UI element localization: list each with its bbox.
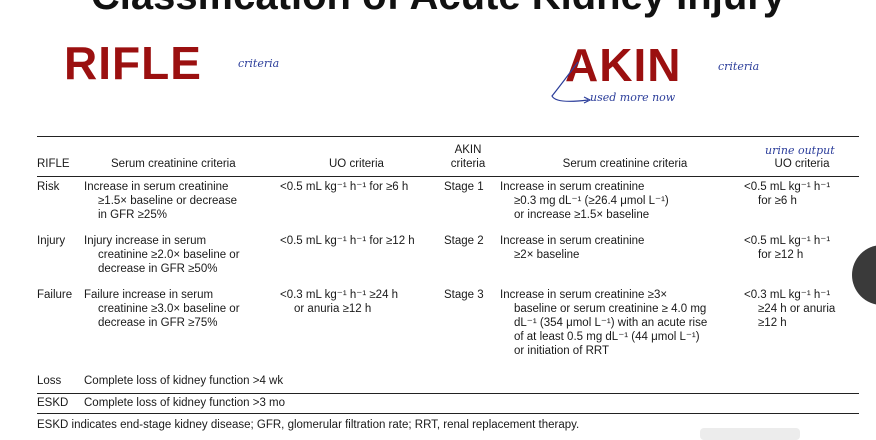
table-footnote: ESKD indicates end-stage kidney disease;… bbox=[37, 419, 580, 431]
rifle-handwritten-note: criteria bbox=[238, 57, 280, 70]
stage3-serum-line-2: baseline or serum creatinine ≥ 4.0 mg bbox=[514, 303, 707, 315]
row-risk-akin: Stage 1 bbox=[444, 181, 484, 193]
akin-handwritten-note: criteria bbox=[718, 60, 760, 73]
failure-serum-line-3: decrease in GFR ≥75% bbox=[98, 317, 218, 329]
header-serum-akin: Serum creatinine criteria bbox=[562, 158, 688, 170]
row-injury-serum: Injury increase in serum creatinine ≥2.0… bbox=[84, 234, 294, 276]
header-uo-akin: UO criteria bbox=[774, 158, 830, 170]
urine-output-handwritten-note: urine output bbox=[765, 144, 835, 157]
slide-title: Classification of Acute Kidney Injury bbox=[0, 0, 876, 19]
akin-heading: AKIN bbox=[565, 39, 682, 91]
header-akin-1: AKIN bbox=[454, 144, 482, 156]
stage2-serum-line-2: ≥2× baseline bbox=[514, 249, 580, 261]
stage2-uo-line-1: <0.5 mL kg⁻¹ h⁻¹ bbox=[744, 235, 831, 247]
stage3-serum-line-4: of at least 0.5 mg dL⁻¹ (44 μmol L⁻¹) bbox=[514, 331, 700, 343]
failure-serum-line-2: creatinine ≥3.0× baseline or bbox=[98, 303, 240, 315]
table-header-rule bbox=[37, 176, 859, 177]
akin-used-handwritten-note: used more now bbox=[590, 91, 676, 104]
injury-serum-line-2: creatinine ≥2.0× baseline or bbox=[98, 249, 240, 261]
row-failure-akin-uo: <0.3 mL kg⁻¹ h⁻¹ ≥24 h or anuria ≥12 h bbox=[744, 288, 859, 330]
row-injury-label: Injury bbox=[37, 235, 66, 247]
row-risk-akin-serum: Increase in serum creatinine ≥0.3 mg dL⁻… bbox=[500, 180, 740, 222]
row-risk-akin-uo: <0.5 mL kg⁻¹ h⁻¹ for ≥6 h bbox=[744, 180, 859, 208]
row-loss-label: Loss bbox=[37, 375, 62, 387]
row-failure-akin: Stage 3 bbox=[444, 289, 484, 301]
row-injury-akin-uo: <0.5 mL kg⁻¹ h⁻¹ for ≥12 h bbox=[744, 234, 859, 262]
injury-serum-line-3: decrease in GFR ≥50% bbox=[98, 263, 218, 275]
row-loss-serum: Complete loss of kidney function >4 wk bbox=[84, 375, 284, 387]
stage1-serum-line-2: ≥0.3 mg dL⁻¹ (≥26.4 μmol L⁻¹) bbox=[514, 195, 669, 207]
rifle-heading: RIFLE bbox=[64, 37, 202, 89]
injury-serum-line-1: Injury increase in serum bbox=[84, 235, 207, 247]
stage2-uo-line-2: for ≥12 h bbox=[758, 249, 804, 261]
failure-uo-line-2: or anuria ≥12 h bbox=[294, 303, 372, 315]
header-uo-rifle: UO criteria bbox=[329, 158, 384, 170]
row-failure-serum: Failure increase in serum creatinine ≥3.… bbox=[84, 288, 294, 330]
failure-serum-line-1: Failure increase in serum bbox=[84, 289, 214, 301]
stage3-serum-line-5: or initiation of RRT bbox=[514, 345, 610, 357]
risk-serum-line-2: ≥1.5× baseline or decrease bbox=[98, 195, 237, 207]
row-injury-akin: Stage 2 bbox=[444, 235, 484, 247]
header-rifle: RIFLE bbox=[37, 158, 70, 170]
header-akin-2: criteria bbox=[450, 158, 486, 170]
table-top-rule bbox=[37, 136, 859, 137]
stage3-serum-line-3: dL⁻¹ (354 μmol L⁻¹) with an acute rise bbox=[514, 317, 708, 329]
stage1-uo-line-2: for ≥6 h bbox=[758, 195, 797, 207]
row-failure-uo: <0.3 mL kg⁻¹ h⁻¹ ≥24 h or anuria ≥12 h bbox=[280, 288, 398, 316]
stage1-uo-line-1: <0.5 mL kg⁻¹ h⁻¹ bbox=[744, 181, 831, 193]
row-eskd-serum: Complete loss of kidney function >3 mo bbox=[84, 397, 286, 409]
row-risk-label: Risk bbox=[37, 181, 60, 193]
failure-uo-line-1: <0.3 mL kg⁻¹ h⁻¹ ≥24 h bbox=[280, 289, 399, 301]
stage3-serum-line-1: Increase in serum creatinine ≥3× bbox=[500, 289, 668, 301]
bottom-overlay bbox=[700, 428, 800, 440]
row-risk-uo: <0.5 mL kg⁻¹ h⁻¹ for ≥6 h bbox=[280, 181, 409, 193]
row-injury-uo: <0.5 mL kg⁻¹ h⁻¹ for ≥12 h bbox=[280, 235, 415, 247]
risk-serum-line-1: Increase in serum creatinine bbox=[84, 181, 229, 193]
row-risk-serum: Increase in serum creatinine ≥1.5× basel… bbox=[84, 180, 294, 222]
row-eskd-label: ESKD bbox=[37, 397, 69, 409]
stage3-uo-line-1: <0.3 mL kg⁻¹ h⁻¹ bbox=[744, 289, 831, 301]
row-failure-label: Failure bbox=[37, 289, 73, 301]
stage1-serum-line-3: or increase ≥1.5× baseline bbox=[514, 209, 650, 221]
row-failure-akin-serum: Increase in serum creatinine ≥3× baselin… bbox=[500, 288, 745, 358]
stage1-serum-line-1: Increase in serum creatinine bbox=[500, 181, 645, 193]
stage3-uo-line-2: ≥24 h or anuria bbox=[758, 303, 836, 315]
risk-serum-line-3: in GFR ≥25% bbox=[98, 209, 167, 221]
stage3-uo-line-3: ≥12 h bbox=[758, 317, 787, 329]
table-bottom-rule bbox=[37, 413, 859, 414]
row-injury-akin-serum: Increase in serum creatinine ≥2× baselin… bbox=[500, 234, 740, 262]
header-serum-rifle: Serum creatinine criteria bbox=[111, 158, 236, 170]
table-eskd-rule bbox=[37, 393, 859, 394]
stage2-serum-line-1: Increase in serum creatinine bbox=[500, 235, 645, 247]
